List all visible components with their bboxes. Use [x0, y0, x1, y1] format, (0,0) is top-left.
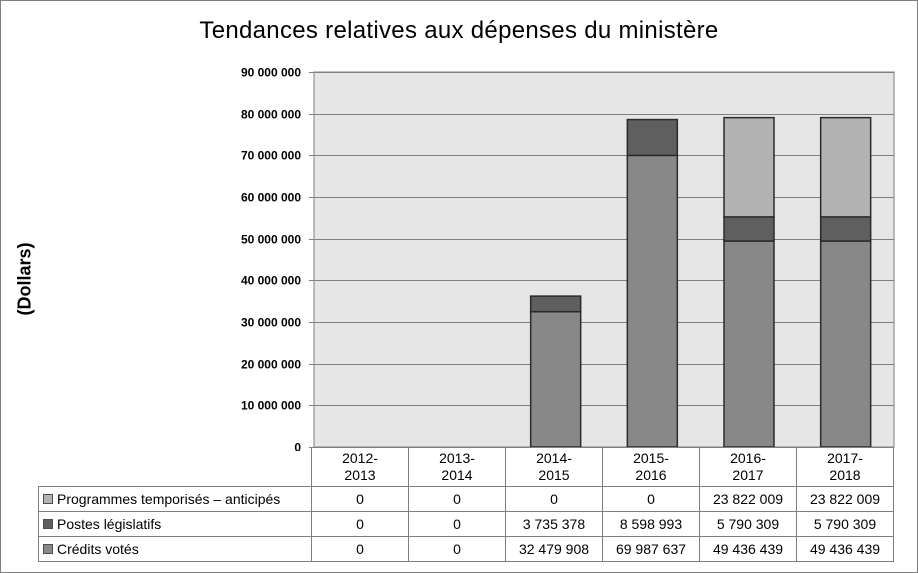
legend-swatch — [43, 494, 53, 504]
x-tick-label-line1: 2016- — [730, 450, 766, 466]
data-label: 49 436 439 — [699, 536, 797, 562]
table-row: Postes législatifs 0 0 3 735 378 8 598 993 5 … — [38, 511, 894, 537]
chart-title: Tendances relatives aux dépenses du mini… — [199, 17, 719, 44]
data-label: 32 479 908 — [505, 536, 603, 562]
series-name: Programmes temporisés – anticipés — [57, 491, 281, 507]
data-label: 0 — [311, 486, 409, 512]
x-tick-label: 2014- 2015 — [505, 447, 603, 487]
bar-segment — [529, 295, 582, 313]
plot-area: 0 10 000 000 20 000 000 30 000 000 40 000 00… — [241, 66, 895, 452]
legend-swatch — [43, 544, 53, 554]
table-row: Programmes temporisés – anticipés 0 0 0 0 23 … — [38, 486, 894, 512]
y-tick-label: 0 — [294, 441, 301, 452]
y-tick-label: 70 000 000 — [241, 149, 301, 163]
y-tick-label: 20 000 000 — [241, 358, 301, 372]
x-tick-label: 2012- 2013 — [311, 447, 409, 487]
y-tick-label: 30 000 000 — [241, 316, 301, 330]
y-tick-label: 50 000 000 — [241, 233, 301, 247]
x-tick-label-line1: 2014- — [536, 450, 572, 466]
bar-segment — [723, 240, 775, 448]
bar-segment — [626, 118, 679, 157]
table-corner — [38, 447, 312, 487]
data-label: 23 822 009 — [796, 486, 894, 512]
bar-segment — [819, 240, 872, 448]
data-label: 0 — [311, 511, 409, 537]
x-tick-label: 2015- 2016 — [602, 447, 700, 487]
bar-segment — [819, 216, 872, 242]
data-label: 0 — [311, 536, 409, 562]
x-tick-label-line2: 2013 — [344, 467, 376, 483]
plot-background — [313, 71, 895, 448]
data-label: 5 790 309 — [699, 511, 797, 537]
y-tick-label: 10 000 000 — [241, 399, 301, 413]
y-tick-label: 60 000 000 — [241, 191, 301, 205]
x-tick-label: 2013- 2014 — [408, 447, 506, 487]
y-tick-label: 40 000 000 — [241, 274, 301, 288]
data-label: 3 735 378 — [505, 511, 603, 537]
data-label: 8 598 993 — [602, 511, 700, 537]
x-tick-label-line1: 2017- — [827, 450, 863, 466]
data-label: 0 — [408, 536, 506, 562]
x-tick-label-line1: 2015- — [633, 450, 669, 466]
data-label: 0 — [602, 486, 700, 512]
y-tick-label: 80 000 000 — [241, 108, 301, 122]
x-tick-label-line2: 2015 — [538, 467, 570, 483]
x-tick-label-line1: 2013- — [439, 450, 475, 466]
table-header-row: 2012- 2013 2013- 2014 2014- 2015 2015- 2016 2016… — [38, 447, 894, 487]
series-name: Crédits votés — [57, 541, 139, 557]
bar-segment — [819, 116, 872, 218]
data-label: 69 987 637 — [602, 536, 700, 562]
data-label: 5 790 309 — [796, 511, 894, 537]
x-tick-label-line1: 2012- — [342, 450, 378, 466]
data-label: 0 — [505, 486, 603, 512]
bar-segment — [723, 116, 775, 218]
data-label: 0 — [408, 511, 506, 537]
legend-swatch — [43, 519, 53, 529]
data-table: 2012- 2013 2013- 2014 2014- 2015 2015- 2016 2016… — [38, 447, 894, 562]
x-tick-label: 2017- 2018 — [796, 447, 894, 487]
x-tick-label-line2: 2018 — [829, 467, 861, 483]
legend-entry: Crédits votés — [38, 536, 312, 562]
bar-segment — [529, 310, 582, 448]
series-name: Postes législatifs — [57, 516, 162, 532]
bar-segment — [723, 216, 775, 242]
legend-entry: Programmes temporisés – anticipés — [38, 486, 312, 512]
x-tick-label-line2: 2014 — [441, 467, 473, 483]
data-label: 0 — [408, 486, 506, 512]
data-label: 49 436 439 — [796, 536, 894, 562]
x-tick-label: 2016- 2017 — [699, 447, 797, 487]
x-tick-label-line2: 2017 — [732, 467, 764, 483]
table-row: Crédits votés 0 0 32 479 908 69 987 637 49 43… — [38, 536, 894, 562]
x-tick-label-line2: 2016 — [635, 467, 667, 483]
legend-entry: Postes législatifs — [38, 511, 312, 537]
y-tick-label: 90 000 000 — [241, 66, 301, 80]
bar-segment — [626, 154, 679, 448]
data-label: 23 822 009 — [699, 486, 797, 512]
